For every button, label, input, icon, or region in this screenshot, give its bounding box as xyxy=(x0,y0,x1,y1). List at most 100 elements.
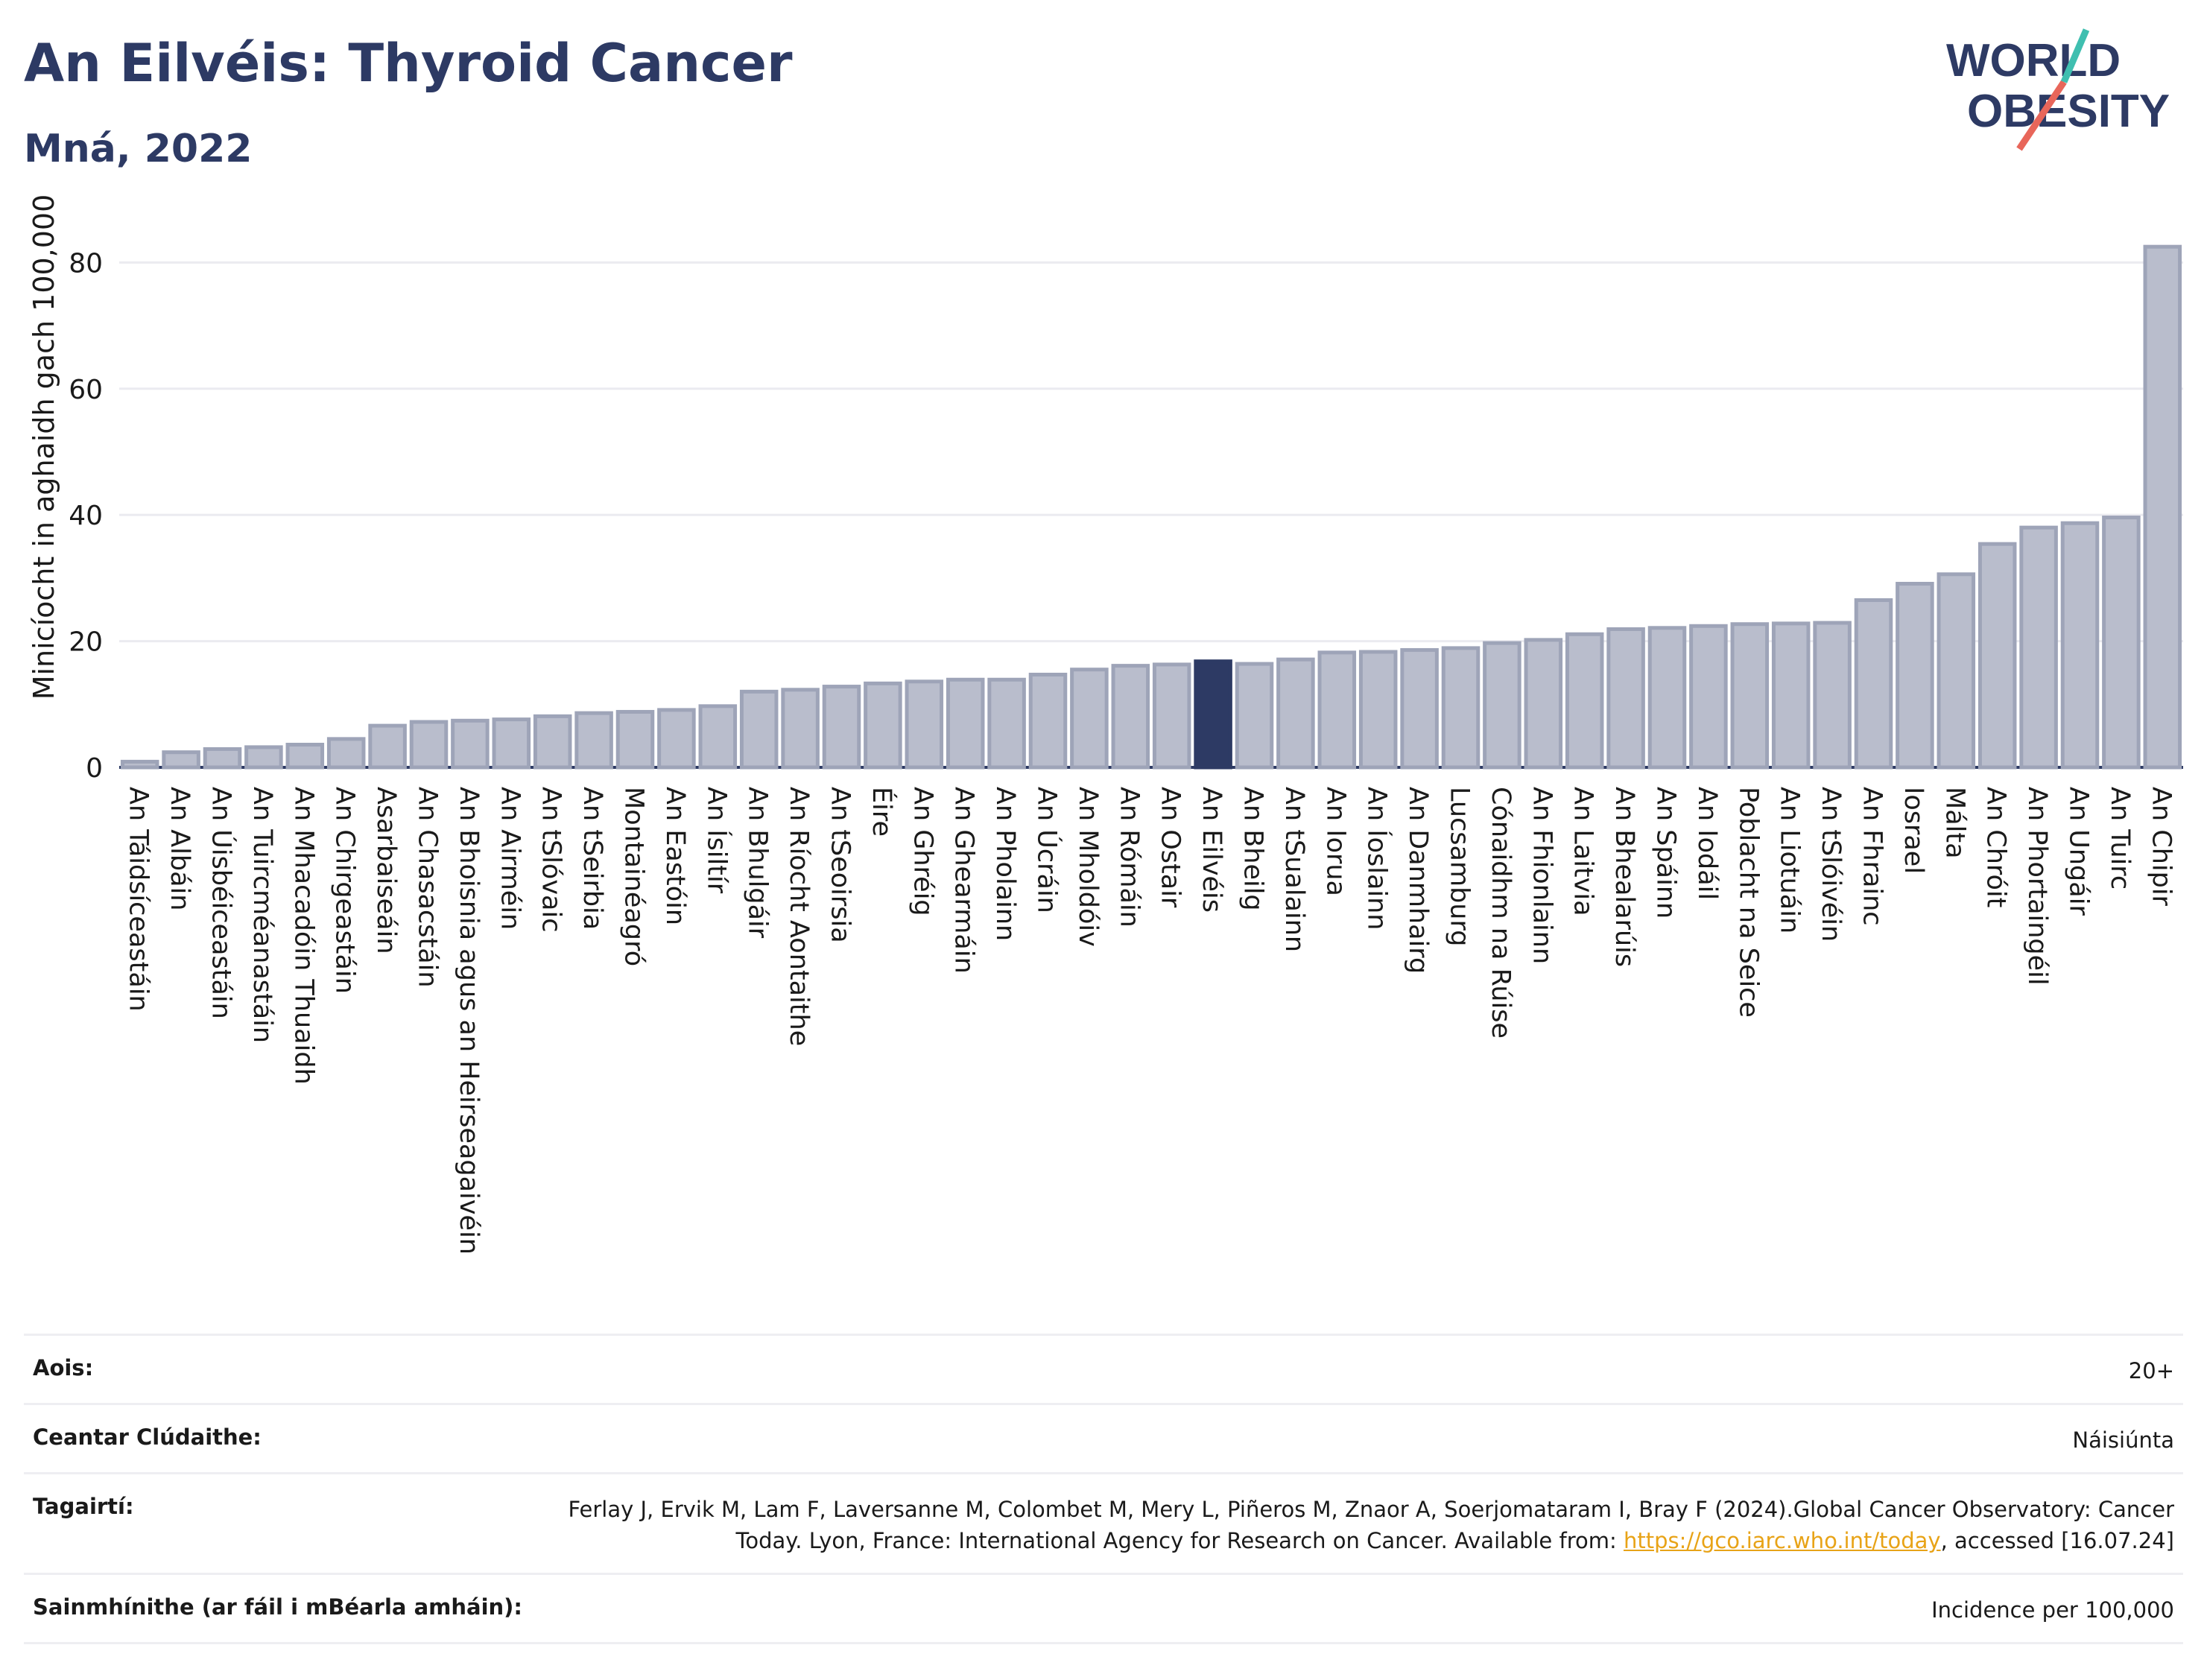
x-tick-label: An tSualainn xyxy=(1279,787,1309,952)
x-tick-label: An tSeirbia xyxy=(577,787,607,930)
bar xyxy=(1730,622,1770,770)
bar xyxy=(368,723,407,770)
x-tick-label: An Ghréig xyxy=(908,787,937,916)
x-tick-label: Éire xyxy=(867,787,898,837)
metadata-value: Náisiúnta xyxy=(2072,1427,2174,1454)
x-tick-label: An Ghearmáin xyxy=(949,787,979,974)
bar xyxy=(244,745,283,770)
bar xyxy=(1606,627,1645,770)
x-tick-label: An Bhoisnia agus an Heirseagaivéin xyxy=(454,787,484,1255)
x-tick-label: An Tuircméanastáin xyxy=(247,787,277,1043)
metadata-table: Aois: 20+ Ceantar Clúdaithe: Náisiúnta Tagai… xyxy=(24,1334,2183,1645)
metadata-label: Tagairtí: xyxy=(33,1494,134,1520)
x-tick-label: An Fhrainc xyxy=(1858,787,1887,926)
bar xyxy=(946,677,985,770)
bar xyxy=(615,709,655,770)
x-tick-label: An Táidsíceastáin xyxy=(124,787,153,1012)
bar xyxy=(781,688,820,770)
logo-slash-teal xyxy=(2060,28,2090,83)
bar xyxy=(1689,624,1728,770)
bar xyxy=(1441,646,1481,770)
metadata-value: Ferlay J, Ervik M, Lam F, Laversanne M, … xyxy=(568,1497,2174,1554)
bar xyxy=(574,711,613,770)
x-tick-label: An Ungáir xyxy=(2064,787,2094,916)
bar xyxy=(533,714,572,770)
y-axis-label: Minicíocht in aghaidh gach 100,000 xyxy=(28,194,60,700)
logo-line-obesity: OBESITY xyxy=(1967,86,2170,137)
bar-chart: 0 20 40 60 80 An Táidsíceastáin An Albáin An Ú… xyxy=(28,194,2183,1255)
x-tick-label: An Danmhairg xyxy=(1403,787,1433,974)
metadata-label: Ceantar Clúdaithe: xyxy=(33,1424,262,1451)
x-tick-label: Lucsamburg xyxy=(1445,787,1475,946)
x-tick-label: An Laitvia xyxy=(1568,787,1598,916)
metadata-value: Incidence per 100,000 xyxy=(1931,1597,2174,1623)
y-tick-label: 20 xyxy=(69,627,103,658)
bar xyxy=(1276,657,1315,770)
x-tick-label: An Eilvéis xyxy=(1197,787,1226,913)
logo-slash-red xyxy=(2016,80,2067,151)
x-tick-label: An Liotuáin xyxy=(1775,787,1805,933)
bar xyxy=(285,743,325,770)
x-tick-label: Iosrael xyxy=(1899,787,1928,874)
x-tick-label: Málta xyxy=(1939,787,1969,859)
x-tick-label: An Airméin xyxy=(495,787,525,930)
x-tick-label: An tSlóivéin xyxy=(1816,787,1846,942)
x-tick-label: An Ostair xyxy=(1156,787,1185,908)
bar xyxy=(1317,650,1357,770)
y-axis-ticks: 0 20 40 60 80 xyxy=(69,248,103,784)
x-tick-label: An Bhealarúis xyxy=(1609,787,1639,967)
x-tick-label: An Bhulgáir xyxy=(743,787,773,939)
bar xyxy=(739,689,779,770)
bar xyxy=(2060,521,2100,770)
bar xyxy=(822,685,861,770)
bars xyxy=(120,244,2182,770)
metadata-row: Aois: 20+ xyxy=(24,1334,2183,1403)
bar xyxy=(1896,582,1934,770)
x-tick-label: Asarbaiseáin xyxy=(371,787,401,954)
metadata-label: Aois: xyxy=(33,1355,94,1381)
x-tick-label: An Mhacadóin Thuaidh xyxy=(288,787,318,1085)
x-tick-label: An Fhionlainn xyxy=(1527,787,1557,964)
bar xyxy=(203,747,242,770)
x-tick-label: An Spáinn xyxy=(1651,787,1681,919)
bar xyxy=(698,704,738,770)
metadata-row: Sainmhínithe (ar fáil i mBéarla amháin):… xyxy=(24,1573,2183,1645)
bar xyxy=(451,718,490,770)
bar xyxy=(162,750,200,770)
bar xyxy=(2102,516,2141,770)
x-tick-label: An Chirgeastáin xyxy=(330,787,360,994)
x-tick-label: An Albáin xyxy=(165,787,194,911)
y-tick-label: 0 xyxy=(86,753,103,784)
y-tick-label: 60 xyxy=(69,375,103,405)
bar xyxy=(1152,662,1191,770)
bar-highlighted xyxy=(1194,659,1232,770)
x-tick-label: An Chasacstáin xyxy=(413,787,443,988)
x-tick-label: An tSlóvaic xyxy=(536,787,566,932)
bar xyxy=(1647,626,1687,770)
bar xyxy=(1111,664,1150,770)
bar xyxy=(1813,621,1852,770)
x-axis-ticks: An Táidsíceastáin An Albáin An Úisbéiceast… xyxy=(124,787,2176,1255)
x-tick-label: An Íoslainn xyxy=(1362,787,1393,930)
bar xyxy=(1524,638,1563,770)
x-tick-label: Poblacht na Seice xyxy=(1733,787,1763,1018)
bar xyxy=(120,759,159,770)
x-tick-label: An tSeoirsia xyxy=(826,787,855,943)
chart-subtitle: Mná, 2022 xyxy=(24,127,253,171)
bar xyxy=(1977,542,2017,770)
bar xyxy=(409,720,449,770)
chart-title: An Eilvéis: Thyroid Cancer xyxy=(24,33,793,94)
x-tick-label: An Tuirc xyxy=(2105,787,2135,890)
x-tick-label: An Iorua xyxy=(1320,787,1350,896)
metadata-row: Tagairtí: Ferlay J, Ervik M, Lam F, Laver… xyxy=(24,1472,2183,1573)
bar xyxy=(492,717,531,770)
bar xyxy=(1235,662,1274,770)
logo-line-world: WORLD xyxy=(1946,35,2121,86)
x-tick-label: An Eastóin xyxy=(660,787,690,925)
x-tick-label: An Chróit xyxy=(1981,787,2011,907)
bar xyxy=(905,679,944,770)
reference-link[interactable]: https://gco.iarc.who.int/today xyxy=(1623,1528,1941,1554)
bar xyxy=(657,708,696,770)
bar xyxy=(1028,672,1068,770)
x-tick-label: An Úisbéiceastáin xyxy=(206,787,238,1019)
